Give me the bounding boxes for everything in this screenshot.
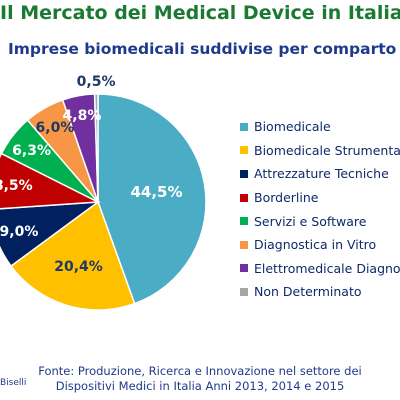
legend-swatch: [240, 287, 248, 296]
pie-slice-1: [97, 93, 207, 305]
legend-item-8: Non Determinato: [240, 280, 400, 304]
legend-swatch: [240, 264, 248, 273]
legend-label: Elettromedicale Diagnostica: [254, 260, 400, 276]
legend-item-2: Biomedicale Strumentale: [240, 139, 400, 163]
legend-item-3: Attrezzature Tecniche: [240, 162, 400, 186]
pie-slice-2: [9, 200, 136, 311]
pie-slice-8: [93, 93, 99, 203]
legend-label: Non Determinato: [254, 284, 362, 300]
data-label-2: 20,4%: [54, 259, 103, 275]
data-label-3: 9,0%: [0, 224, 38, 240]
source-note: Fonte: Produzione, Ricerca e Innovazione…: [0, 364, 400, 394]
legend-swatch: [240, 122, 248, 131]
chart-title: Il Mercato dei Medical Device in Italia: [0, 2, 400, 24]
legend-item-7: Elettromedicale Diagnostica: [240, 257, 400, 281]
legend-label: Borderline: [254, 190, 319, 206]
legend-swatch: [240, 240, 248, 249]
data-label-8: 0,5%: [77, 74, 116, 90]
legend-swatch: [240, 146, 248, 155]
data-label-6: 6,0%: [36, 120, 75, 136]
legend-label: Attrezzature Tecniche: [254, 166, 389, 182]
data-label-5: 6,3%: [12, 143, 51, 159]
chart-subtitle: Imprese biomedicali suddivise per compar…: [8, 40, 397, 58]
chart-legend: Biomedicale Biomedicale Strumentale Attrez…: [240, 115, 400, 304]
legend-label: Biomedicale Strumentale: [254, 142, 400, 158]
legend-swatch: [240, 169, 248, 178]
legend-item-4: Borderline: [240, 186, 400, 210]
data-label-4: 8,5%: [0, 178, 33, 194]
source-line-1: Fonte: Produzione, Ricerca e Innovazione…: [38, 364, 362, 378]
legend-item-1: Biomedicale: [240, 115, 400, 139]
legend-label: Diagnostica in Vitro: [254, 237, 377, 253]
legend-item-6: Diagnostica in Vitro: [240, 233, 400, 257]
source-line-2: Dispositivi Medici in Italia Anni 2013, …: [55, 379, 345, 393]
data-label-1: 44,5%: [130, 183, 182, 201]
pie-data-labels: 44,5% 20,4% 9,0% 8,5% 6,3% 6,0%4,8% 0,5%: [0, 74, 183, 275]
legend-swatch: [240, 193, 248, 202]
legend-label: Servizi e Software: [254, 213, 367, 229]
author-credit: Biselli: [0, 378, 27, 388]
pie-slice-3: [0, 201, 101, 268]
legend-item-5: Servizi e Software: [240, 209, 400, 233]
data-label-7: 4,8%: [63, 108, 102, 124]
pie-slices: [0, 93, 207, 311]
legend-swatch: [240, 217, 248, 226]
legend-label: Biomedicale: [254, 119, 331, 135]
